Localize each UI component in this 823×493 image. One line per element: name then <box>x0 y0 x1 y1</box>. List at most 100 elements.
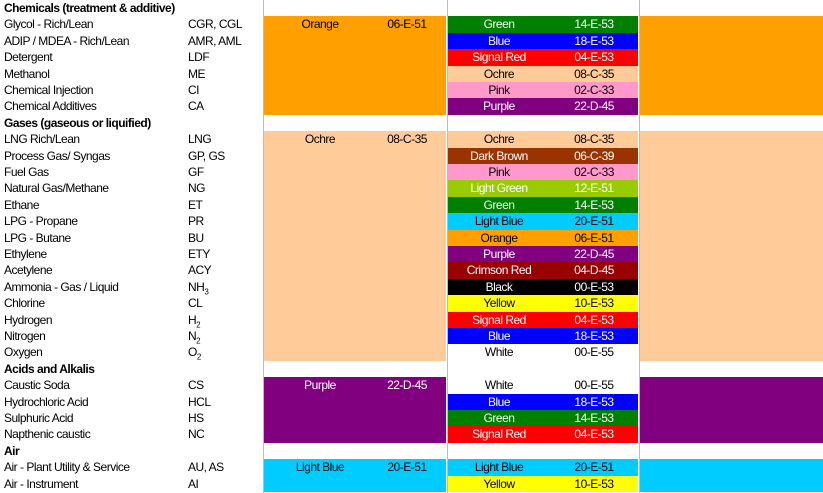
section-header-row: Acids and Alkalis <box>0 361 823 377</box>
identification-swatch <box>448 475 638 492</box>
band-color-cell-right <box>640 213 823 230</box>
substance-name: Chlorine <box>4 296 45 311</box>
substance-name: Oxygen <box>4 345 43 360</box>
band-color-name: Ochre <box>304 132 336 147</box>
swatch-color-code: 14-E-53 <box>574 411 614 425</box>
swatch-color-code: 02-C-33 <box>574 83 614 97</box>
table-row: LPG - Butane BU Orange 06-E-51 <box>0 229 823 246</box>
band-color-cell <box>264 196 446 214</box>
swatch-color-code: 08-C-35 <box>574 132 614 147</box>
section-header: Chemicals (treatment & additive) <box>4 1 175 15</box>
swatch-color-name: Signal Red <box>472 50 526 65</box>
band-color-cell-right <box>640 16 823 33</box>
table-row: Napthenic caustic NC Signal Red 04-E-53 <box>0 426 823 443</box>
identification-swatch <box>448 32 638 50</box>
abbreviation: CS <box>188 378 204 393</box>
identification-swatch <box>448 328 638 345</box>
band-color-cell <box>264 328 446 345</box>
identification-swatch <box>448 98 638 115</box>
substance-name: Methanol <box>4 66 50 81</box>
column-divider <box>639 0 640 493</box>
substance-name: Ammonia - Gas / Liquid <box>4 279 119 294</box>
band-color-cell-right <box>640 180 823 197</box>
abbreviation: AMR, AML <box>188 33 242 48</box>
band-color-cell-right <box>640 65 823 82</box>
band-color-cell <box>264 246 446 263</box>
table-row: Detergent LDF Signal Red 04-E-53 <box>0 49 823 66</box>
band-color-cell <box>264 65 446 82</box>
abbreviation: CA <box>188 99 204 114</box>
abbreviation: PR <box>188 214 204 229</box>
swatch-color-code: 06-E-51 <box>574 230 614 245</box>
abbreviation-subscript: 2 <box>196 336 201 346</box>
band-color-cell-right <box>640 393 823 410</box>
abbreviation: HCL <box>188 394 211 409</box>
abbreviation: HS <box>188 411 204 425</box>
swatch-color-code: 10-E-53 <box>574 476 614 491</box>
swatch-color-name: Ochre <box>483 132 515 147</box>
swatch-color-name: Crimson Red <box>466 263 532 278</box>
swatch-color-name: Green <box>483 411 515 425</box>
swatch-color-name: Black <box>485 279 513 294</box>
substance-name: Caustic Soda <box>4 378 70 393</box>
band-color-cell <box>264 98 446 115</box>
substance-name: Hydrogen <box>4 312 53 327</box>
identification-swatch <box>448 65 638 82</box>
substance-name: Detergent <box>4 50 53 65</box>
swatch-color-name: Blue <box>487 329 511 343</box>
band-color-cell-right <box>640 295 823 312</box>
table-row: Chemical Additives CA Purple 22-D-45 <box>0 98 823 115</box>
swatch-color-name: White <box>484 378 514 393</box>
section-header-row: Air <box>0 443 823 459</box>
identification-swatch <box>448 262 638 279</box>
band-color-cell-right <box>640 196 823 214</box>
abbreviation: LDF <box>188 50 210 65</box>
band-color-cell <box>264 82 446 99</box>
band-color-cell-right <box>640 246 823 263</box>
band-color-cell <box>264 262 446 279</box>
abbreviation: NG <box>188 181 206 196</box>
abbreviation: CGR, CGL <box>188 17 243 32</box>
band-color-cell <box>264 180 446 197</box>
swatch-color-name: White <box>484 345 514 360</box>
table-row: Methanol ME Ochre 08-C-35 <box>0 65 823 82</box>
substance-name: LPG - Butane <box>4 230 71 245</box>
swatch-color-code: 22-D-45 <box>574 99 614 114</box>
abbreviation: AU, AS <box>188 460 224 475</box>
swatch-color-code: 02-C-33 <box>574 165 614 179</box>
table-row: Air - Instrument AI Yellow 10-E-53 <box>0 475 823 492</box>
table-row: LPG - Propane PR Light Blue 20-E-51 <box>0 213 823 230</box>
section-header: Air <box>4 443 20 458</box>
substance-name: Fuel Gas <box>4 165 49 179</box>
swatch-color-name: Ochre <box>483 66 515 81</box>
band-color-cell-right <box>640 377 823 394</box>
table-row: Chlorine CL Yellow 10-E-53 <box>0 295 823 312</box>
column-divider <box>447 0 448 493</box>
band-color-cell-right <box>640 328 823 345</box>
band-color-name: Purple <box>304 378 336 393</box>
swatch-color-code: 08-C-35 <box>574 66 614 81</box>
substance-name: Hydrochloric Acid <box>4 394 89 409</box>
band-color-cell-right <box>640 164 823 181</box>
table-row: Chemical Injection CI Pink 02-C-33 <box>0 82 823 99</box>
substance-name: Natural Gas/Methane <box>4 181 109 196</box>
swatch-color-name: Yellow <box>483 476 515 491</box>
band-color-cell <box>264 229 446 246</box>
swatch-color-name: Light Blue <box>474 214 524 229</box>
table-row: Oxygen O2 White 00-E-55 <box>0 344 823 362</box>
swatch-color-code: 00-E-55 <box>574 345 614 360</box>
abbreviation: O2 <box>188 345 201 362</box>
abbreviation: ETY <box>188 247 210 261</box>
swatch-color-code: 20-E-51 <box>574 460 614 475</box>
table-row: Ethylene ETY Purple 22-D-45 <box>0 246 823 263</box>
band-color-cell-right <box>640 147 823 164</box>
swatch-color-name: Signal Red <box>472 427 526 442</box>
abbreviation: H2 <box>188 312 201 329</box>
abbreviation: NC <box>188 427 205 442</box>
band-color-cell <box>264 475 446 492</box>
identification-swatch <box>448 147 638 164</box>
swatch-color-name: Yellow <box>483 296 515 311</box>
substance-name: Process Gas/ Syngas <box>4 148 110 163</box>
substance-name: Air - Instrument <box>4 476 79 491</box>
swatch-color-code: 14-E-53 <box>574 197 614 212</box>
